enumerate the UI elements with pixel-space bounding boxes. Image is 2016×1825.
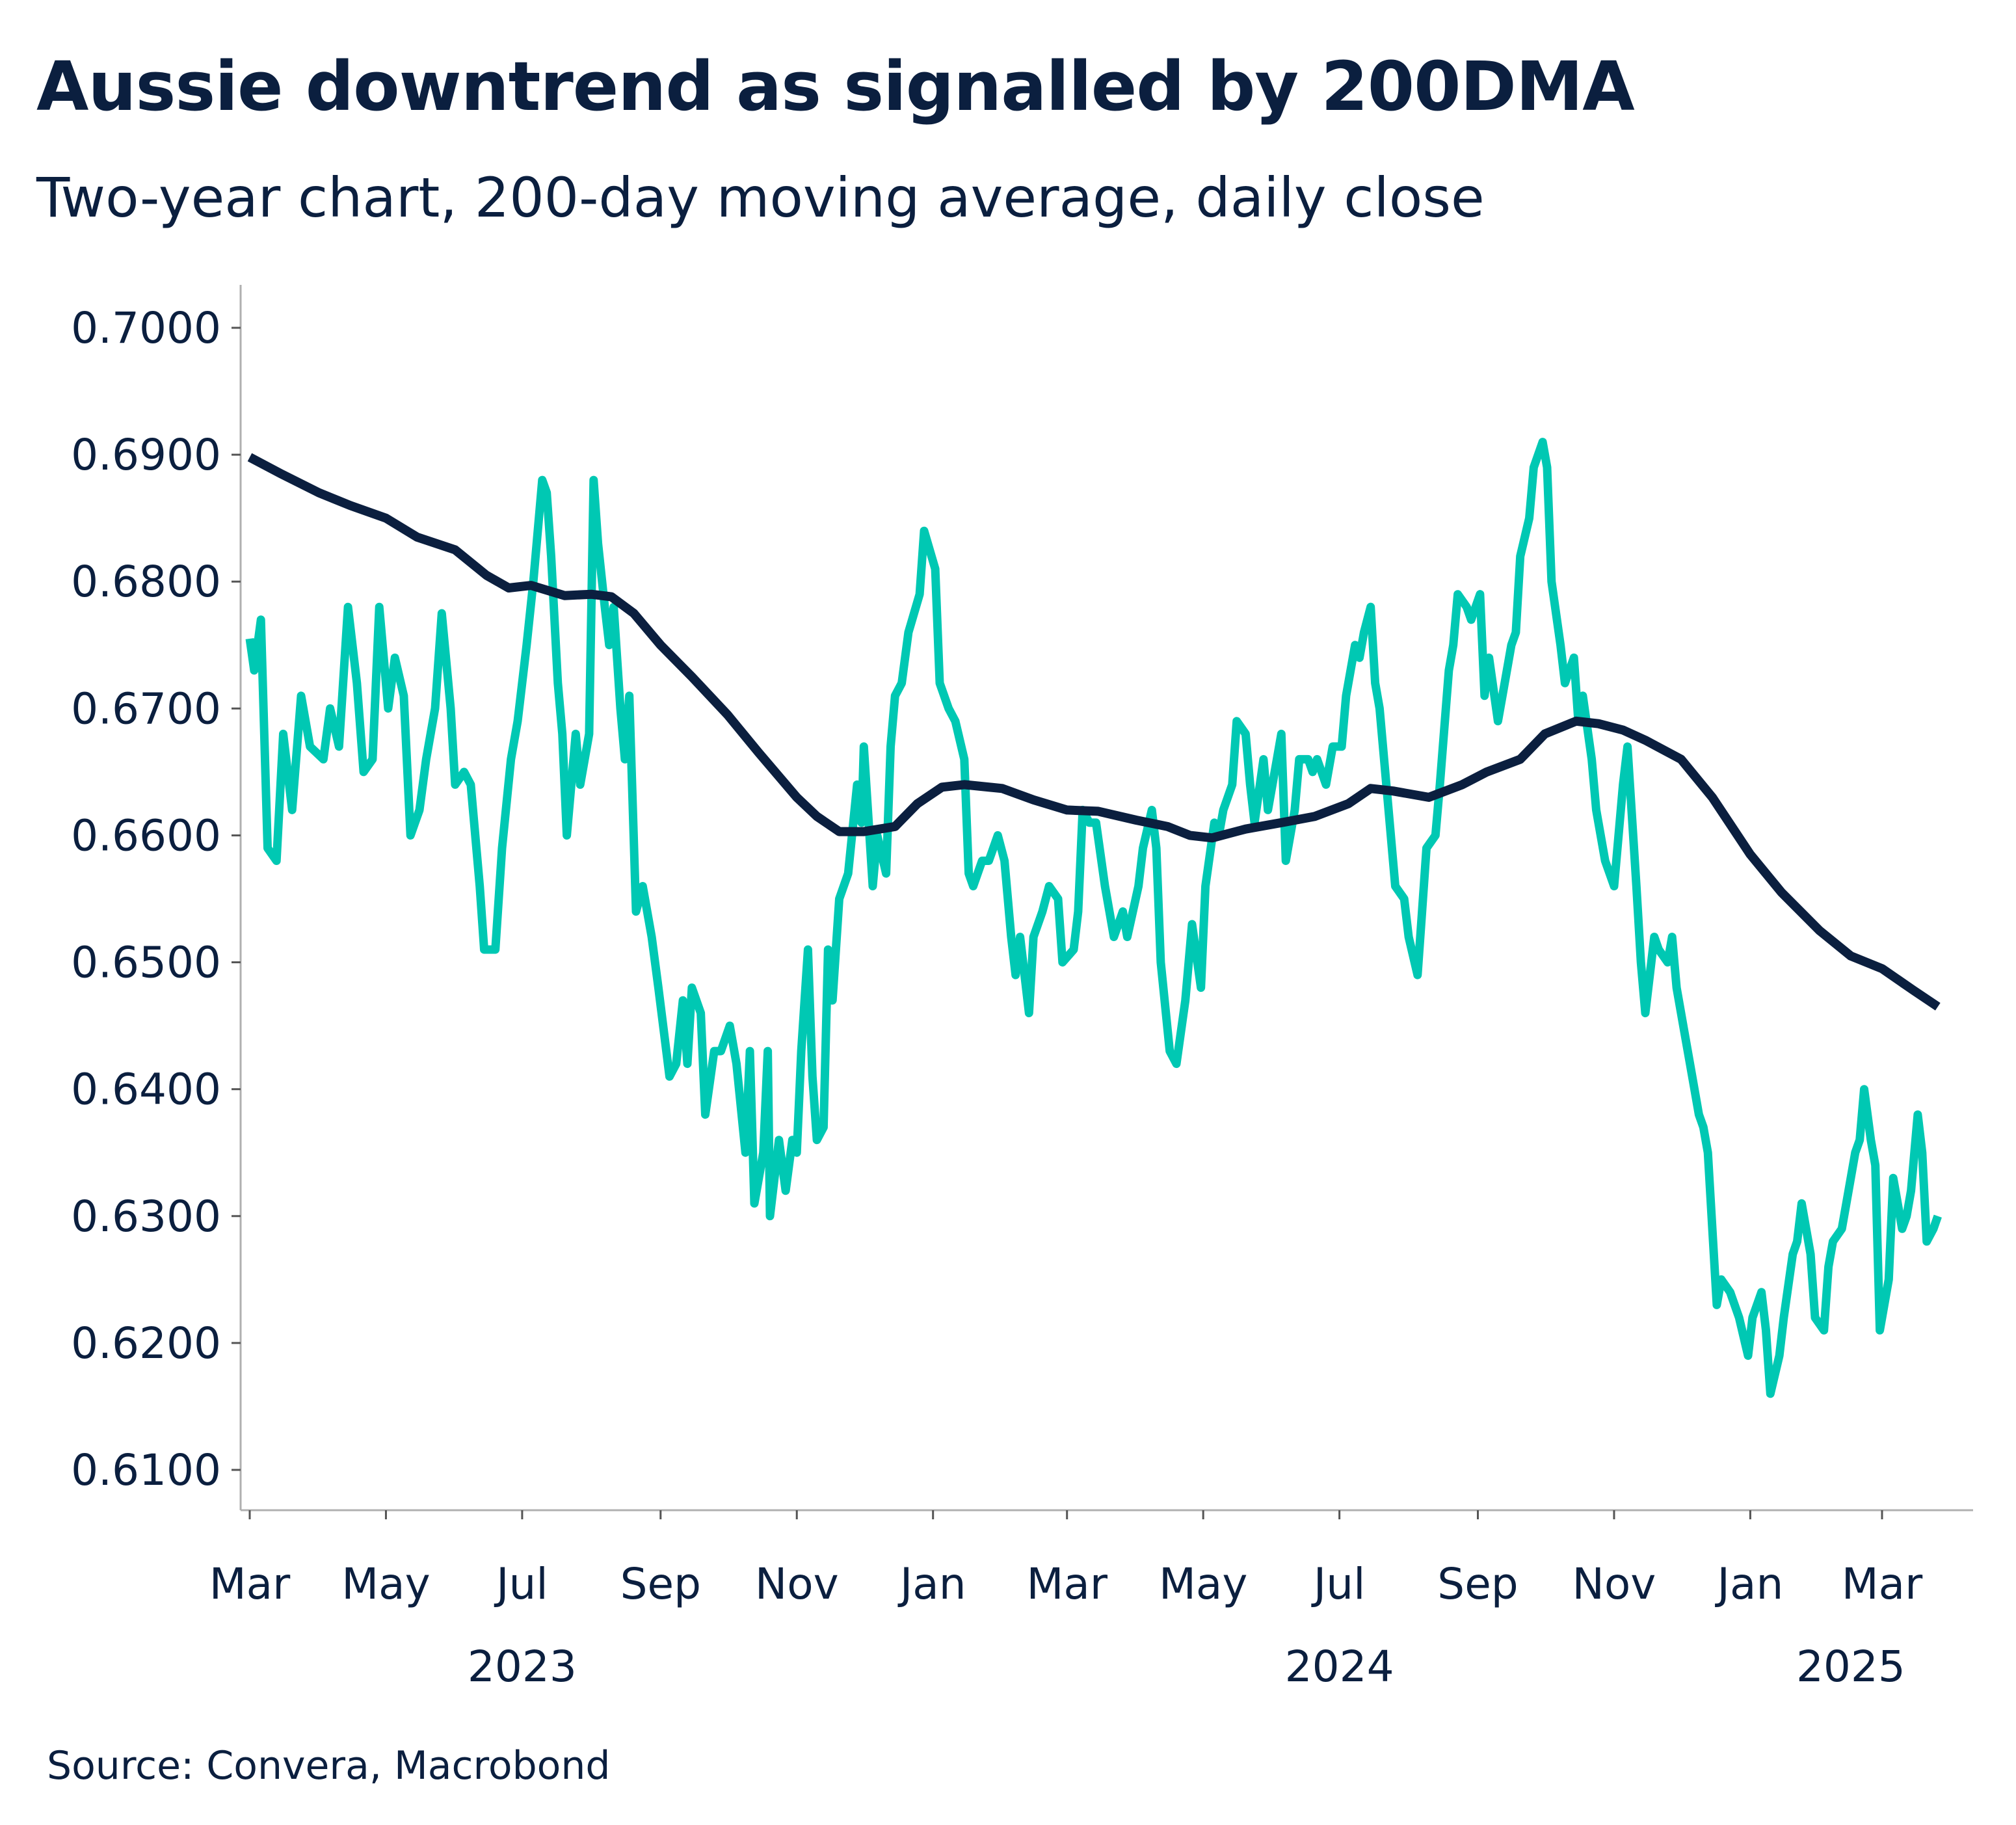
y-tick-label: 0.6200: [71, 1318, 221, 1368]
x-tick-label: Mar: [1842, 1559, 1923, 1609]
y-tick-label: 0.6600: [71, 810, 221, 860]
year-label: 2023: [468, 1642, 577, 1692]
x-tick-label: Mar: [1026, 1559, 1107, 1609]
y-tick-label: 0.6100: [71, 1445, 221, 1495]
y-tick-label: 0.6800: [71, 557, 221, 607]
x-tick-label: May: [341, 1559, 430, 1609]
y-tick-label: 0.6300: [71, 1192, 221, 1242]
x-tick-label: Mar: [209, 1559, 291, 1609]
x-tick-label: Nov: [1572, 1559, 1656, 1609]
y-tick-label: 0.6700: [71, 684, 221, 734]
series-line-daily-close: [245, 438, 1942, 1398]
x-tick-label: Jul: [494, 1559, 548, 1609]
x-tick-label: Sep: [620, 1559, 701, 1609]
y-tick-label: 0.7000: [71, 303, 221, 353]
y-tick-label: 0.6500: [71, 938, 221, 988]
source-note: Source: Convera, Macrobond: [47, 1743, 611, 1789]
year-label: 2025: [1796, 1642, 1905, 1692]
x-tick-label: May: [1159, 1559, 1247, 1609]
y-tick-label: 0.6900: [71, 430, 221, 480]
y-tick-label: 0.6400: [71, 1065, 221, 1115]
x-tick-label: Jan: [1715, 1559, 1784, 1609]
x-tick-label: Jan: [897, 1559, 966, 1609]
chart-title: Aussie downtrend as signalled by 200DMA: [36, 47, 1635, 126]
chart-subtitle: Two-year chart, 200-day moving average, …: [36, 166, 1485, 230]
year-label: 2024: [1285, 1642, 1394, 1692]
series-line-200dma: [247, 453, 1941, 1011]
x-tick-label: Sep: [1437, 1559, 1518, 1609]
x-tick-label: Jul: [1311, 1559, 1366, 1609]
x-tick-label: Nov: [755, 1559, 839, 1609]
